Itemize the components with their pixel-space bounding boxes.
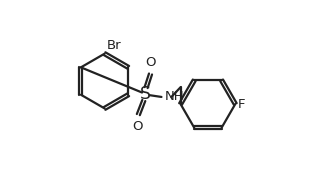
Text: Br: Br [106,39,121,52]
Text: O: O [145,56,156,69]
Text: F: F [237,98,245,111]
Text: NH: NH [165,90,184,103]
Text: O: O [132,120,143,133]
Text: S: S [140,85,151,103]
